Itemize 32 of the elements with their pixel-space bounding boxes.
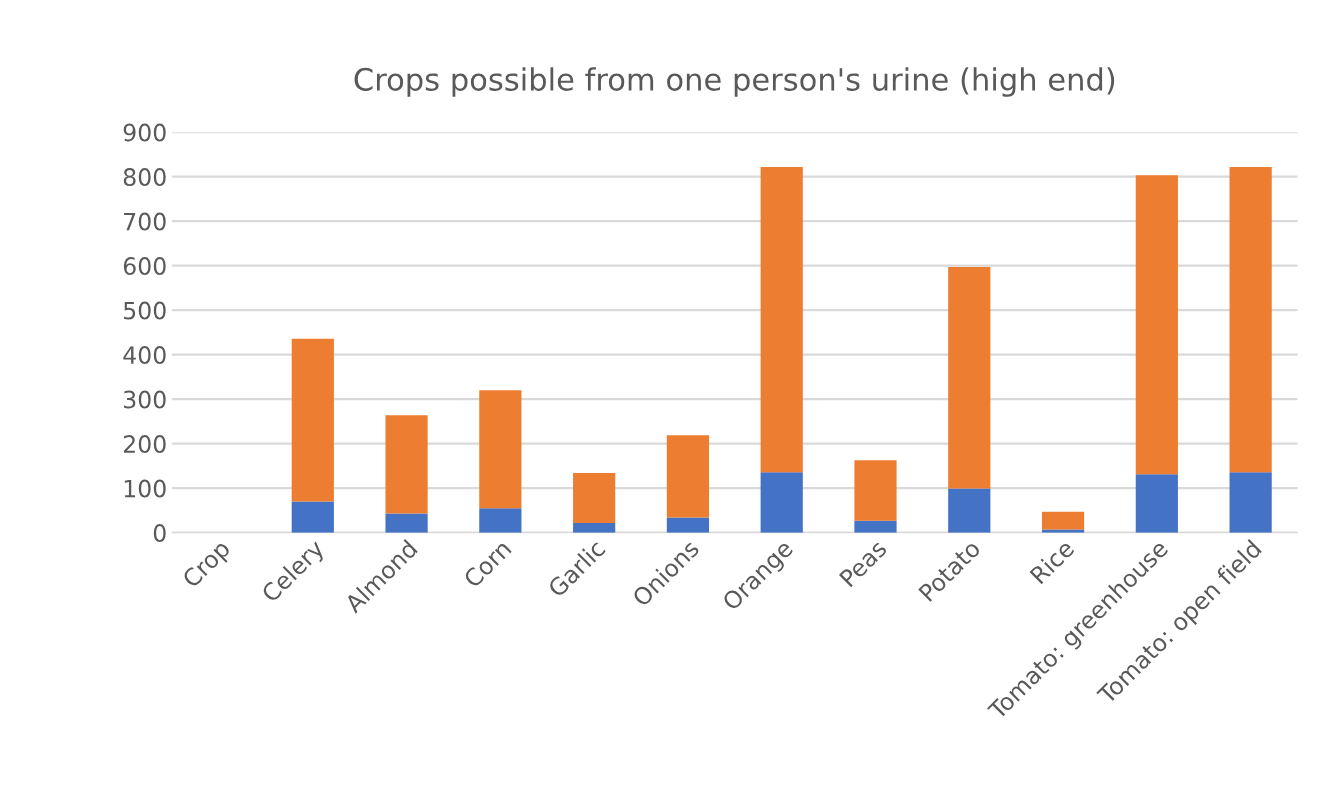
y-tick-label: 100 bbox=[124, 479, 166, 498]
bar bbox=[1041, 511, 1085, 530]
bar bbox=[760, 166, 803, 473]
bar bbox=[854, 460, 897, 521]
bar bbox=[1229, 166, 1272, 473]
bar bbox=[760, 472, 803, 533]
chart-title: Crops possible from one person's urine (high end) bbox=[354, 67, 1115, 97]
bar bbox=[854, 520, 897, 533]
y-tick-label: 600 bbox=[123, 257, 166, 275]
bar bbox=[291, 338, 334, 502]
bar bbox=[479, 390, 522, 509]
bar bbox=[385, 415, 428, 514]
y-tick-label: 200 bbox=[123, 435, 166, 453]
bar bbox=[291, 501, 334, 533]
bar bbox=[385, 513, 428, 533]
bar bbox=[1135, 474, 1178, 533]
y-tick-label: 0 bbox=[153, 524, 166, 542]
y-tick-label: 700 bbox=[124, 212, 166, 231]
y-tick-label: 300 bbox=[123, 390, 166, 409]
y-tick-label: 800 bbox=[123, 168, 166, 186]
bar bbox=[948, 267, 991, 489]
bar bbox=[479, 508, 522, 533]
bar bbox=[573, 522, 616, 533]
bar bbox=[1135, 175, 1178, 475]
bar bbox=[573, 473, 616, 523]
bar bbox=[666, 517, 710, 533]
y-tick-label: 400 bbox=[123, 346, 166, 364]
y-tick-label: 900 bbox=[123, 123, 166, 142]
bar bbox=[1229, 472, 1272, 533]
bar bbox=[666, 435, 710, 518]
bar bbox=[948, 488, 991, 533]
y-tick-label: 500 bbox=[124, 301, 166, 320]
